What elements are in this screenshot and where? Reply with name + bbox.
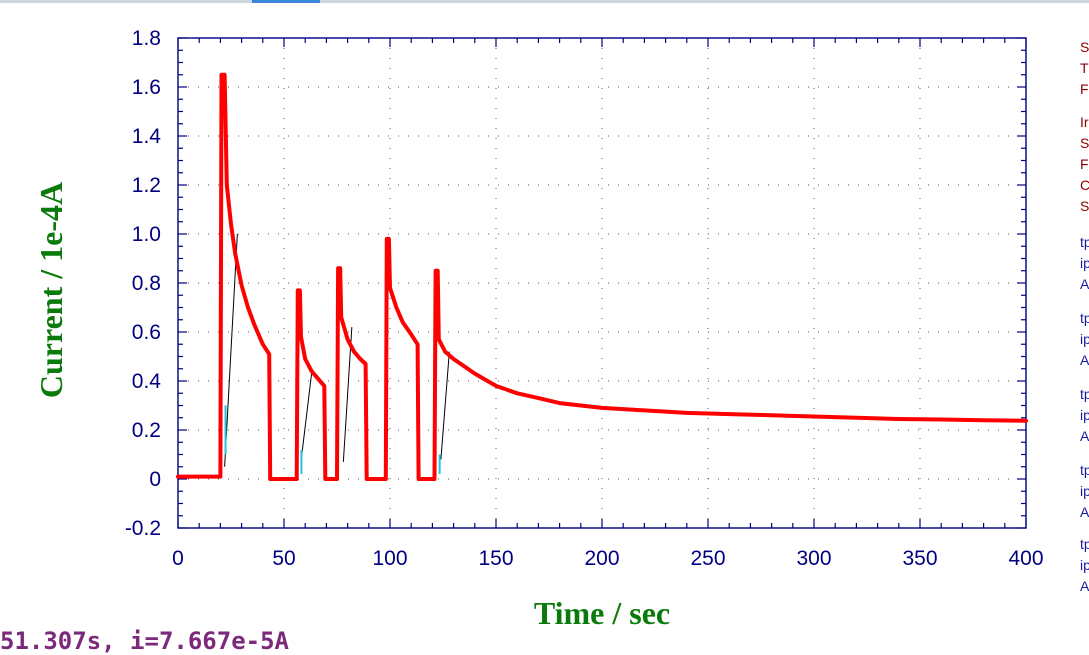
series-line — [176, 72, 1028, 481]
side-panel-text: tp — [1080, 536, 1089, 552]
y-tick-label: 0 — [149, 468, 161, 491]
side-panel-text: ip — [1080, 483, 1089, 499]
x-tick-label: 150 — [478, 547, 513, 570]
side-panel-text: S — [1080, 39, 1089, 55]
y-tick-label: 1.6 — [132, 76, 161, 99]
x-tick-label: 250 — [690, 547, 725, 570]
side-panel-text: A — [1080, 504, 1089, 520]
window-top-bar — [0, 0, 1089, 3]
side-panel-text: T — [1080, 60, 1089, 76]
side-panel-text: A — [1080, 276, 1089, 292]
side-panel-text: S — [1080, 135, 1089, 151]
x-axis-label: Time / sec — [534, 595, 670, 630]
grid — [178, 38, 1026, 528]
y-tick-label: 0.6 — [132, 321, 161, 344]
active-tab-indicator[interactable] — [252, 0, 320, 3]
y-tick-label: 0.4 — [132, 370, 162, 393]
x-tick-label: 100 — [372, 547, 407, 570]
side-panel-text: Ir — [1080, 114, 1089, 130]
connector-lines — [224, 233, 450, 467]
side-panel-text: ip — [1080, 331, 1089, 347]
cursor-readout: 51.307s, i=7.667e-5A — [0, 627, 289, 655]
x-tick-label: 400 — [1008, 547, 1043, 570]
axis-ticks — [177, 37, 1027, 529]
side-panel-text: ip — [1080, 407, 1089, 423]
side-panel-text: A — [1080, 352, 1089, 368]
y-tick-label: 1.4 — [132, 125, 162, 148]
connector-line — [300, 373, 313, 462]
side-panel-text: tp — [1080, 462, 1089, 478]
side-panel-text: ip — [1080, 255, 1089, 271]
x-tick-label: 50 — [272, 547, 295, 570]
x-tick-label: 350 — [902, 547, 937, 570]
side-panel-text: ip — [1080, 557, 1089, 573]
side-panel-text: tp — [1080, 234, 1089, 250]
x-tick-label: 0 — [172, 547, 184, 570]
y-tick-label: 1.0 — [132, 223, 161, 246]
connector-line — [342, 327, 353, 462]
y-tick-labels: -0.2 0 0.2 0.4 0.6 0.8 1.0 1.2 1.4 1.6 1.8 — [125, 27, 161, 540]
side-panel-text: tp — [1080, 310, 1089, 326]
x-tick-label: 300 — [796, 547, 831, 570]
side-panel-text: tp — [1080, 386, 1089, 402]
connector-line — [224, 233, 238, 467]
y-tick-label: 0.2 — [132, 419, 161, 442]
side-panel-text: F — [1080, 156, 1089, 172]
y-tick-label: 1.8 — [132, 27, 161, 50]
side-panel-text: F — [1080, 81, 1089, 97]
y-tick-label: 1.2 — [132, 174, 161, 197]
y-axis-label: Current / 1e-4A — [33, 182, 69, 398]
y-tick-label: -0.2 — [125, 517, 161, 540]
side-panel-text: S — [1080, 198, 1089, 214]
series-group — [176, 72, 1028, 481]
x-tick-labels: 0 50 100 150 200 250 300 350 400 — [172, 547, 1043, 570]
side-panel-text: C — [1080, 177, 1089, 193]
chart: 0 50 100 150 200 250 300 350 400 -0.2 0 0.2 0.4 0.6 0… — [33, 27, 1044, 630]
x-tick-label: 200 — [584, 547, 619, 570]
side-panel-text: A — [1080, 578, 1089, 594]
side-panel-text: A — [1080, 428, 1089, 444]
connector-line — [440, 351, 450, 460]
y-tick-label: 0.8 — [132, 272, 161, 295]
